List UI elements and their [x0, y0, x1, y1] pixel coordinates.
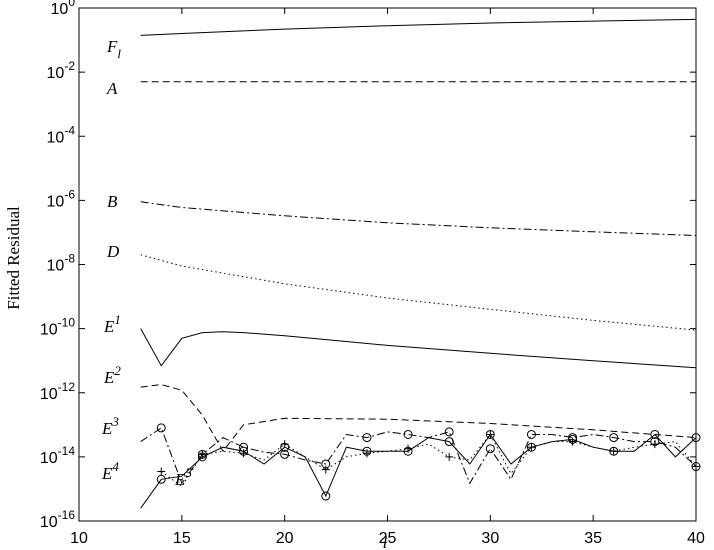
data-point-plus [445, 452, 454, 461]
axis-ticks: 10 15 20 25 30 35 40 100 10-2 10-4 10-6 10-8 10-10 10… [40, 0, 705, 547]
series-line [161, 433, 697, 488]
data-point-circle [280, 442, 290, 452]
series-line [140, 427, 697, 485]
series-line [140, 384, 697, 453]
data-point-circle [197, 452, 207, 462]
curve-label: E3 [101, 414, 119, 438]
data-point-circle [239, 446, 249, 456]
data-point-circle [485, 444, 495, 454]
series-B [140, 201, 697, 236]
y-tick-label: 10-14 [40, 444, 75, 467]
data-point-circle [156, 423, 166, 433]
series-line [140, 18, 697, 36]
data-point-circle [691, 433, 701, 443]
series-E1 [140, 328, 697, 369]
y-tick-label: 10-4 [47, 123, 76, 146]
data-point-circle [321, 491, 331, 501]
y-tick-label: 10-8 [47, 252, 76, 275]
curve-label: Fl [106, 37, 121, 61]
series-line [140, 433, 697, 509]
y-tick-label: 10-6 [47, 187, 76, 210]
curve-label: E2 [103, 363, 121, 387]
x-tick-label: 10 [70, 530, 88, 547]
curve-labels: Fl A B D E1 E2 E3 E4 E5 [101, 37, 192, 489]
series-F-l [140, 18, 697, 36]
y-tick-label: 100 [51, 0, 76, 18]
y-tick-label: 10-10 [40, 316, 75, 339]
series-layer [140, 18, 701, 509]
x-tick-label: 35 [584, 530, 602, 547]
x-axis-title: l [383, 533, 388, 550]
data-point-circle [362, 446, 372, 456]
data-point-plus [157, 467, 166, 476]
data-point-plus [650, 440, 659, 449]
plot-frame [78, 7, 697, 522]
data-point-plus [321, 465, 330, 474]
y-tick-label: 10-16 [40, 508, 75, 531]
series-E5 [140, 429, 701, 509]
y-tick-label: 10-2 [47, 59, 76, 82]
data-point-circle [650, 429, 660, 439]
series-line [140, 201, 697, 236]
curve-label: B [107, 192, 118, 211]
data-point-circle [403, 429, 413, 439]
x-tick-label: 20 [276, 530, 294, 547]
data-point-circle [526, 429, 536, 439]
curve-label: E5 [174, 465, 192, 489]
x-tick-label: 30 [481, 530, 499, 547]
data-point-circle [485, 429, 495, 439]
x-tick-label: 25 [379, 530, 397, 547]
series-E2 [140, 384, 697, 453]
curve-label: D [106, 242, 120, 261]
data-point-circle [526, 442, 536, 452]
data-point-circle [280, 449, 290, 459]
data-point-plus [692, 462, 700, 471]
series-line [140, 328, 697, 369]
series-D [140, 254, 697, 331]
curve-label: A [106, 79, 118, 98]
x-tick-label: 40 [687, 530, 705, 547]
curve-label: E4 [101, 459, 119, 483]
x-tick-label: 15 [173, 530, 191, 547]
y-axis-title: Fitted Residual [4, 206, 23, 310]
series-line [140, 254, 697, 331]
data-point-circle [444, 427, 454, 437]
data-point-circle [444, 437, 454, 447]
data-point-plus [362, 449, 371, 458]
data-point-circle [156, 474, 166, 484]
data-point-circle [362, 433, 372, 443]
series-E3 [140, 423, 701, 485]
data-point-circle [568, 434, 578, 444]
curve-label: E1 [103, 312, 121, 336]
y-tick-label: 10-12 [40, 380, 75, 403]
data-point-circle [609, 433, 619, 443]
data-point-circle [403, 446, 413, 456]
data-point-circle [609, 446, 619, 456]
